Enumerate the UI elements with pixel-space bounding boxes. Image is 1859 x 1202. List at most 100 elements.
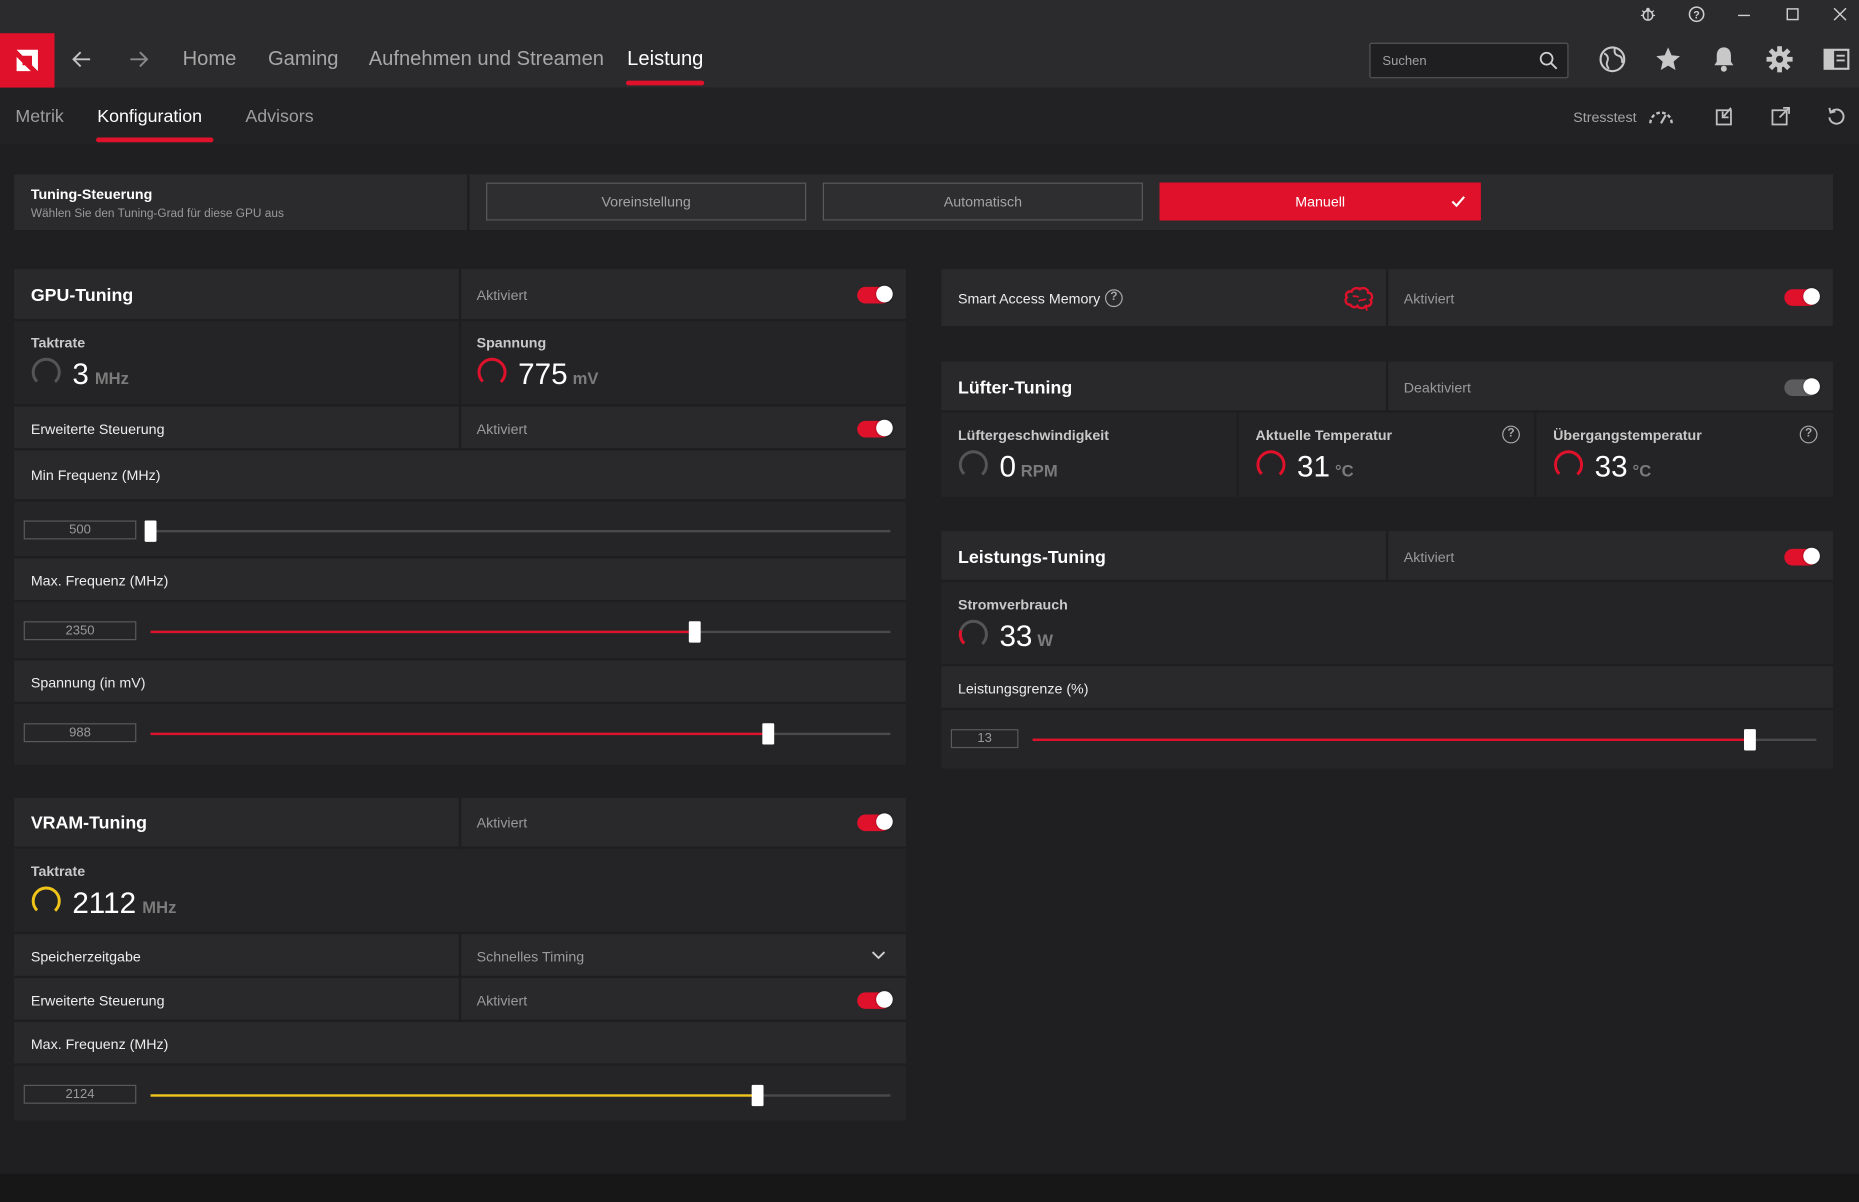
smart-access-memory-toggle[interactable] bbox=[1784, 288, 1820, 306]
automatic-button[interactable]: Automatisch bbox=[822, 182, 1143, 221]
gpu-advanced-toggle[interactable] bbox=[857, 419, 893, 438]
export-profile-icon[interactable] bbox=[1770, 106, 1794, 130]
max-frequency-slider[interactable] bbox=[150, 621, 891, 643]
memory-timing-label: Speicherzeitgabe bbox=[30, 948, 141, 966]
sidebar-panel-icon[interactable] bbox=[1822, 45, 1853, 76]
power-gauge-icon bbox=[958, 619, 988, 649]
minimize-icon[interactable] bbox=[1732, 6, 1756, 27]
voltage-header: Spannung (in mV) bbox=[14, 660, 906, 705]
memory-timing-dropdown[interactable]: Schnelles Timing bbox=[461, 934, 906, 975]
tab-advisors[interactable]: Advisors bbox=[245, 106, 314, 127]
gpu-advanced-control-row: Erweiterte Steuerung Aktiviert bbox=[14, 406, 906, 451]
max-frequency-input[interactable]: 2350 bbox=[23, 621, 137, 641]
power-tuning-toggle[interactable] bbox=[1784, 547, 1820, 566]
memory-timing-row: Speicherzeitgabe Schnelles Timing bbox=[14, 934, 906, 979]
power-limit-slider[interactable] bbox=[1032, 729, 1817, 751]
vram-max-frequency-slider-row: 2124 bbox=[14, 1065, 906, 1121]
divider bbox=[458, 406, 462, 451]
voltage-input[interactable]: 988 bbox=[23, 723, 137, 743]
fan-speed-label: Lüftergeschwindigkeit bbox=[957, 426, 1109, 444]
maximize-icon[interactable] bbox=[1781, 6, 1805, 27]
vram-tuning-panel: VRAM-Tuning Aktiviert Taktrate 2112 MHz … bbox=[14, 797, 906, 1121]
amd-logo-icon[interactable] bbox=[0, 33, 55, 88]
notifications-bell-icon[interactable] bbox=[1710, 45, 1741, 76]
search-input[interactable] bbox=[1382, 50, 1525, 73]
sam-help-icon[interactable]: ? bbox=[1104, 289, 1123, 308]
junction-temp-unit: °C bbox=[1632, 461, 1652, 481]
min-frequency-label: Min Frequenz (MHz) bbox=[30, 467, 161, 484]
gpu-tuning-toggle[interactable] bbox=[857, 285, 893, 304]
sub-navigation: Metrik Konfiguration Advisors Stresstest bbox=[0, 87, 1859, 145]
stresstest-gauge-icon[interactable] bbox=[1648, 106, 1673, 130]
slider-thumb[interactable] bbox=[144, 520, 157, 542]
junction-temp-label: Übergangstemperatur bbox=[1553, 426, 1702, 444]
divider bbox=[467, 174, 470, 231]
divider bbox=[458, 321, 462, 407]
globe-icon[interactable] bbox=[1598, 45, 1629, 76]
search-box[interactable] bbox=[1369, 42, 1569, 79]
min-frequency-slider[interactable] bbox=[144, 520, 891, 542]
reset-icon[interactable] bbox=[1826, 106, 1850, 130]
slider-thumb[interactable] bbox=[688, 621, 701, 643]
forward-arrow-icon[interactable] bbox=[126, 47, 152, 73]
vram-tuning-toggle[interactable] bbox=[857, 813, 893, 832]
favorites-star-icon[interactable] bbox=[1654, 45, 1685, 76]
close-icon[interactable] bbox=[1828, 6, 1852, 27]
fan-tuning-header: Lüfter-Tuning Deaktiviert bbox=[941, 361, 1833, 413]
vram-clock-gauge-icon bbox=[31, 886, 61, 916]
preset-button[interactable]: Voreinstellung bbox=[486, 182, 807, 221]
memory-timing-value: Schnelles Timing bbox=[476, 948, 585, 966]
search-icon[interactable] bbox=[1539, 51, 1558, 70]
slider-thumb[interactable] bbox=[751, 1084, 764, 1107]
brain-icon bbox=[1344, 286, 1374, 311]
min-frequency-slider-row: 500 bbox=[14, 501, 906, 559]
nav-record-stream[interactable]: Aufnehmen und Streamen bbox=[368, 47, 605, 70]
active-tab-underline bbox=[96, 137, 214, 143]
max-frequency-slider-row: 2350 bbox=[14, 602, 906, 661]
power-consumption-unit: W bbox=[1037, 630, 1054, 650]
top-navigation: Home Gaming Aufnehmen und Streamen Leist… bbox=[0, 33, 1859, 88]
smart-access-memory-panel: Smart Access Memory ? Aktiviert bbox=[941, 269, 1833, 327]
tab-configuration[interactable]: Konfiguration bbox=[97, 106, 203, 127]
fan-tuning-toggle[interactable] bbox=[1784, 378, 1820, 396]
vram-advanced-label: Erweiterte Steuerung bbox=[30, 992, 165, 1009]
vram-max-frequency-header: Max. Frequenz (MHz) bbox=[14, 1021, 906, 1066]
nav-performance[interactable]: Leistung bbox=[627, 47, 704, 70]
junction-temp-help-icon[interactable]: ? bbox=[1799, 425, 1818, 444]
nav-gaming[interactable]: Gaming bbox=[267, 47, 339, 70]
tuning-control-title: Tuning-Steuerung bbox=[30, 186, 153, 203]
power-limit-input[interactable]: 13 bbox=[950, 729, 1019, 749]
voltage-slider[interactable] bbox=[150, 723, 891, 745]
gpu-voltage-unit: mV bbox=[572, 368, 599, 388]
vram-max-frequency-slider[interactable] bbox=[150, 1084, 891, 1107]
slider-thumb[interactable] bbox=[762, 723, 775, 745]
gpu-clock-value: 3 bbox=[72, 358, 89, 392]
vram-advanced-toggle[interactable] bbox=[857, 991, 893, 1009]
fan-tuning-status: Deaktiviert bbox=[1403, 379, 1471, 396]
checkmark-icon bbox=[1451, 196, 1466, 208]
power-limit-label: Leistungsgrenze (%) bbox=[957, 680, 1089, 698]
slider-thumb[interactable] bbox=[1743, 729, 1756, 751]
help-icon[interactable]: ? bbox=[1685, 6, 1709, 27]
tab-metrics[interactable]: Metrik bbox=[15, 106, 64, 127]
import-profile-icon[interactable] bbox=[1714, 106, 1738, 130]
divider bbox=[1236, 412, 1239, 497]
nav-home[interactable]: Home bbox=[182, 47, 237, 70]
current-temp-label: Aktuelle Temperatur bbox=[1255, 426, 1393, 444]
manual-button[interactable]: Manuell bbox=[1159, 182, 1481, 221]
power-tuning-header: Leistungs-Tuning Aktiviert bbox=[941, 531, 1833, 583]
settings-gear-icon[interactable] bbox=[1765, 45, 1796, 76]
gpu-tuning-title: GPU-Tuning bbox=[30, 285, 134, 306]
current-temp-help-icon[interactable]: ? bbox=[1502, 425, 1520, 444]
stresstest-label[interactable]: Stresstest bbox=[1573, 109, 1637, 126]
divider bbox=[458, 797, 462, 849]
min-frequency-header: Min Frequenz (MHz) bbox=[14, 450, 906, 502]
smart-access-memory-label: Smart Access Memory bbox=[957, 290, 1101, 308]
max-frequency-header: Max. Frequenz (MHz) bbox=[14, 558, 906, 603]
bug-report-icon[interactable] bbox=[1636, 6, 1660, 27]
back-arrow-icon[interactable] bbox=[69, 47, 95, 73]
fan-tuning-panel: Lüfter-Tuning Deaktiviert Lüftergeschwin… bbox=[941, 361, 1833, 497]
vram-max-frequency-input[interactable]: 2124 bbox=[23, 1084, 137, 1104]
vram-metrics-row: Taktrate 2112 MHz bbox=[14, 848, 906, 935]
min-frequency-input[interactable]: 500 bbox=[23, 520, 137, 540]
